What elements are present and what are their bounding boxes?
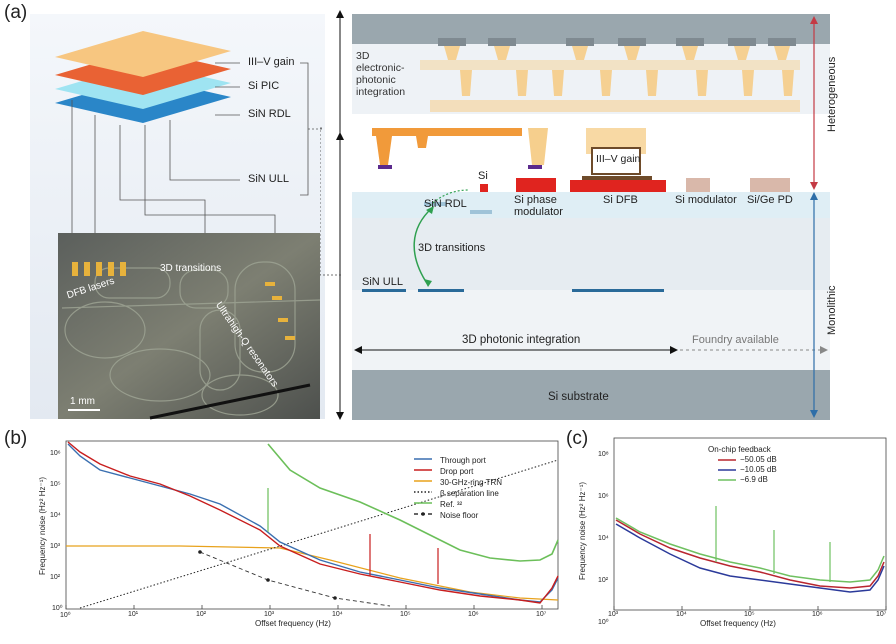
label-si-pic: Si PIC (248, 80, 280, 92)
label-sin-ull: SiN ULL (248, 173, 289, 185)
panel-c-letter: (c) (566, 428, 589, 449)
panel-b-letter: (b) (4, 428, 28, 449)
panel-b-ytick-0: 10⁰ (52, 605, 63, 612)
label-sin-rdl-cs: SiN RDL (424, 198, 467, 210)
panel-a-letter: (a) (4, 2, 28, 23)
panel-b-plot (65, 440, 559, 610)
panel-c-legend: −50.05 dB −10.05 dB −6.9 dB (740, 455, 777, 484)
label-si-dfb: Si DFB (603, 194, 638, 206)
label-3d-photonic-integration: 3D photonic integration (462, 334, 581, 346)
iii-v-layer (55, 31, 231, 77)
label-sin-ull-cs: SiN ULL (362, 276, 403, 288)
panel-c-plot (613, 437, 887, 611)
label-iii-v-gain-cs: III–V gain (596, 153, 641, 165)
panel-b-yticks: 10⁶ 10⁵ 10⁴ 10³ 10² (50, 450, 61, 581)
photo-label-transitions: 3D transitions (160, 263, 222, 274)
panel-b-axes (65, 440, 559, 610)
cross-section-diagram (320, 10, 830, 420)
photo-scale-label: 1 mm (70, 396, 95, 407)
layer-stack-illustration (30, 14, 325, 420)
panel-c-legend-title: On-chip feedback (708, 445, 771, 454)
panel-b-legend: Through port Drop port 30-GHz-ring TRN β… (440, 456, 503, 520)
label-si-substrate: Si substrate (548, 391, 609, 403)
panel-b-xlabel: Offset frequency (Hz) (255, 619, 331, 628)
panel-b-ylabel: Frequency noise (Hz² Hz⁻¹) (38, 476, 47, 575)
label-iii-v-gain: III–V gain (248, 56, 295, 68)
label-si: Si (478, 170, 488, 182)
label-3d-transitions: 3D transitions (418, 242, 486, 254)
label-foundry-available: Foundry available (692, 334, 779, 346)
label-monolithic: Monolithic (826, 285, 838, 335)
label-si-modulator: Si modulator (675, 194, 737, 206)
label-phase-modulator: Si phase modulator (514, 194, 563, 218)
panel-c-ylabel: Frequency noise (Hz² Hz⁻¹) (578, 481, 587, 580)
label-si-ge-pd: Si/Ge PD (747, 194, 793, 206)
electronic-integration-label: 3D electronic- photonic integration (356, 50, 406, 98)
label-sin-rdl: SiN RDL (248, 108, 291, 120)
label-heterogeneous: Heterogeneous (826, 56, 838, 132)
panel-c-xlabel: Offset frequency (Hz) (700, 619, 776, 628)
panel-c-yticks: 10⁸ 10⁶ 10⁴ 10² 10⁰ (598, 451, 609, 626)
